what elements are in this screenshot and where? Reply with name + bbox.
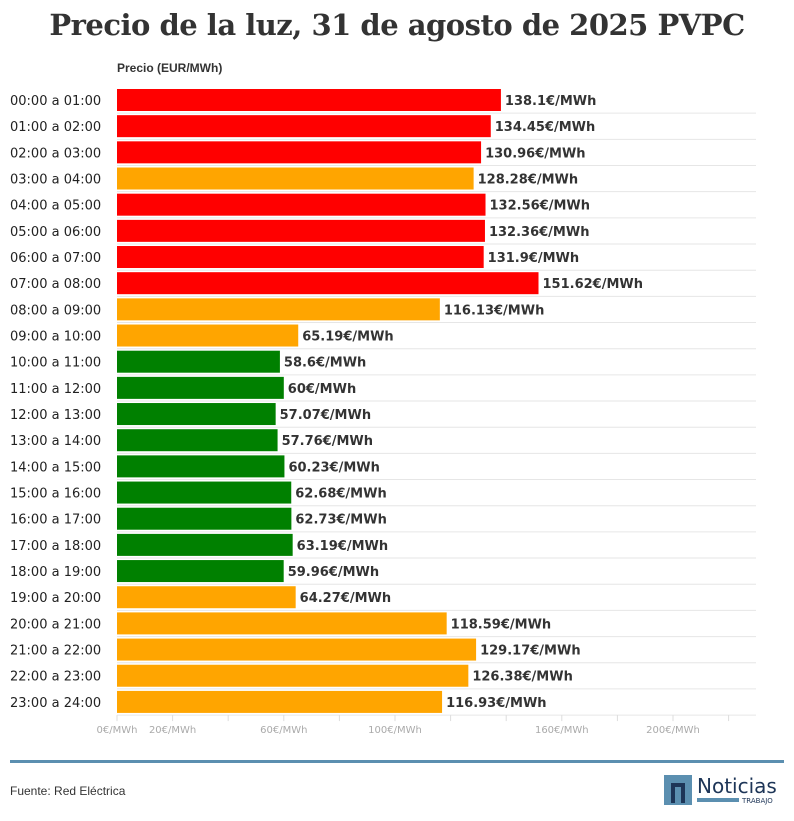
bar xyxy=(117,193,486,216)
bar xyxy=(117,376,284,399)
category-label: 06:00 a 07:00 xyxy=(10,251,101,266)
bar xyxy=(117,115,491,138)
data-label: 57.07€/MWh xyxy=(280,408,371,423)
data-label: 131.9€/MWh xyxy=(488,251,579,266)
data-label: 65.19€/MWh xyxy=(302,330,393,345)
x-tick-label: 20€/MWh xyxy=(149,725,196,736)
category-label: 04:00 a 05:00 xyxy=(10,199,101,214)
bar xyxy=(117,586,296,609)
data-label: 129.17€/MWh xyxy=(480,644,581,659)
category-label: 22:00 a 23:00 xyxy=(10,670,101,685)
data-label: 151.62€/MWh xyxy=(543,277,644,292)
category-label: 20:00 a 21:00 xyxy=(10,617,101,632)
svg-text:Noticias: Noticias xyxy=(697,774,777,798)
bar xyxy=(117,533,293,556)
category-label: 16:00 a 17:00 xyxy=(10,513,101,528)
bar xyxy=(117,324,299,347)
bar xyxy=(117,298,440,321)
data-label: 116.13€/MWh xyxy=(444,303,545,318)
category-label: 18:00 a 19:00 xyxy=(10,565,101,580)
category-label: 19:00 a 20:00 xyxy=(10,591,101,606)
category-label: 07:00 a 08:00 xyxy=(10,277,101,292)
bar xyxy=(117,167,474,190)
x-tick-label: 100€/MWh xyxy=(368,725,422,736)
bar xyxy=(117,403,276,426)
bar xyxy=(117,612,447,635)
data-label: 134.45€/MWh xyxy=(495,120,596,135)
data-label: 64.27€/MWh xyxy=(300,591,391,606)
data-label: 62.73€/MWh xyxy=(295,513,386,528)
bar xyxy=(117,507,292,530)
category-label: 21:00 a 22:00 xyxy=(10,644,101,659)
data-label: 116.93€/MWh xyxy=(446,696,547,711)
data-label: 138.1€/MWh xyxy=(505,94,596,109)
chart-title: Precio de la luz, 31 de agosto de 2025 P… xyxy=(49,8,745,42)
bar xyxy=(117,219,485,242)
data-label: 126.38€/MWh xyxy=(472,670,573,685)
category-label: 09:00 a 10:00 xyxy=(10,330,101,345)
category-label: 03:00 a 04:00 xyxy=(10,173,101,188)
footer-divider xyxy=(10,760,784,763)
category-label: 13:00 a 14:00 xyxy=(10,434,101,449)
x-tick-label: 160€/MWh xyxy=(535,725,589,736)
bar xyxy=(117,89,501,111)
data-label: 60€/MWh xyxy=(288,382,356,397)
bar xyxy=(117,246,484,269)
category-label: 15:00 a 16:00 xyxy=(10,487,101,502)
source-note: Fuente: Red Eléctrica xyxy=(10,784,126,798)
bar xyxy=(117,141,482,164)
category-label: 01:00 a 02:00 xyxy=(10,120,101,135)
bar xyxy=(117,560,284,583)
noticias-trabajo-logo: Noticias TRABAJO xyxy=(664,774,777,805)
category-label: 23:00 a 24:00 xyxy=(10,696,101,711)
data-label: 62.68€/MWh xyxy=(295,487,386,502)
bar-chart: 00:00 a 01:00 138.1€/MWh 01:00 a 02:00 134.… xyxy=(10,89,756,736)
category-label: 02:00 a 03:00 xyxy=(10,146,101,161)
bar xyxy=(117,350,280,373)
bar xyxy=(117,455,285,478)
category-label: 00:00 a 01:00 xyxy=(10,94,101,109)
bar xyxy=(117,638,477,661)
category-label: 14:00 a 15:00 xyxy=(10,460,101,475)
category-label: 05:00 a 06:00 xyxy=(10,225,101,240)
category-label: 17:00 a 18:00 xyxy=(10,539,101,554)
category-label: 12:00 a 13:00 xyxy=(10,408,101,423)
category-label: 11:00 a 12:00 xyxy=(10,382,101,397)
data-label: 128.28€/MWh xyxy=(478,173,579,188)
data-label: 59.96€/MWh xyxy=(288,565,379,580)
data-label: 57.76€/MWh xyxy=(282,434,373,449)
category-label: 08:00 a 09:00 xyxy=(10,303,101,318)
x-tick-label: 60€/MWh xyxy=(260,725,307,736)
data-label: 118.59€/MWh xyxy=(451,617,551,632)
bar xyxy=(117,272,539,295)
x-tick-label: 200€/MWh xyxy=(646,725,700,736)
data-label: 130.96€/MWh xyxy=(485,146,586,161)
x-tick-label: 0€/MWh xyxy=(97,725,138,736)
data-label: 60.23€/MWh xyxy=(288,460,379,475)
bar xyxy=(117,429,278,452)
data-label: 132.36€/MWh xyxy=(489,225,590,240)
data-label: 63.19€/MWh xyxy=(297,539,388,554)
axis-label: Precio (EUR/MWh) xyxy=(117,61,223,75)
bar xyxy=(117,664,469,687)
data-label: 132.56€/MWh xyxy=(490,199,591,214)
bar xyxy=(117,690,443,713)
category-label: 10:00 a 11:00 xyxy=(10,356,101,371)
data-label: 58.6€/MWh xyxy=(284,356,366,371)
svg-text:TRABAJO: TRABAJO xyxy=(741,797,773,805)
bar xyxy=(117,481,292,504)
